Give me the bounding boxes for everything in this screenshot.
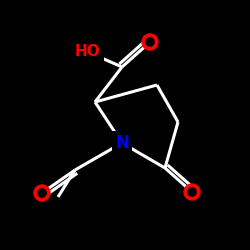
Circle shape <box>34 185 50 201</box>
Text: N: N <box>115 134 129 152</box>
Text: HO: HO <box>75 44 101 60</box>
Circle shape <box>146 38 154 46</box>
Circle shape <box>188 188 196 196</box>
Circle shape <box>184 184 200 200</box>
Circle shape <box>38 189 46 197</box>
Circle shape <box>142 34 158 50</box>
